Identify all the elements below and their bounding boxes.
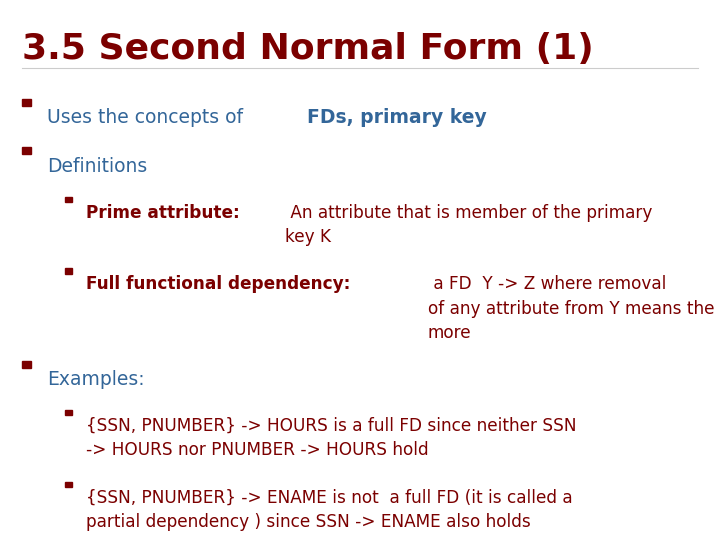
Bar: [65, 197, 72, 202]
Text: Examples:: Examples:: [47, 370, 145, 389]
Bar: [22, 147, 31, 154]
Text: Prime attribute:: Prime attribute:: [86, 204, 240, 221]
Text: Uses the concepts of: Uses the concepts of: [47, 108, 249, 127]
Text: Full functional dependency:: Full functional dependency:: [86, 275, 351, 293]
Text: {SSN, PNUMBER} -> ENAME is not  a full FD (it is called a
partial dependency ) s: {SSN, PNUMBER} -> ENAME is not a full FD…: [86, 489, 573, 531]
Bar: [22, 361, 31, 368]
Text: a FD  Y -> Z where removal
of any attribute from Y means the FD does not hold an: a FD Y -> Z where removal of any attribu…: [428, 275, 720, 342]
Bar: [65, 410, 72, 415]
Text: FDs, primary key: FDs, primary key: [307, 108, 487, 127]
Bar: [22, 99, 31, 106]
Text: Definitions: Definitions: [47, 157, 147, 176]
Bar: [65, 268, 72, 274]
Text: An attribute that is member of the primary
key K: An attribute that is member of the prima…: [285, 204, 652, 246]
Bar: [65, 482, 72, 487]
Text: {SSN, PNUMBER} -> HOURS is a full FD since neither SSN
-> HOURS nor PNUMBER -> H: {SSN, PNUMBER} -> HOURS is a full FD sin…: [86, 417, 577, 459]
Text: 3.5 Second Normal Form (1): 3.5 Second Normal Form (1): [22, 32, 593, 66]
